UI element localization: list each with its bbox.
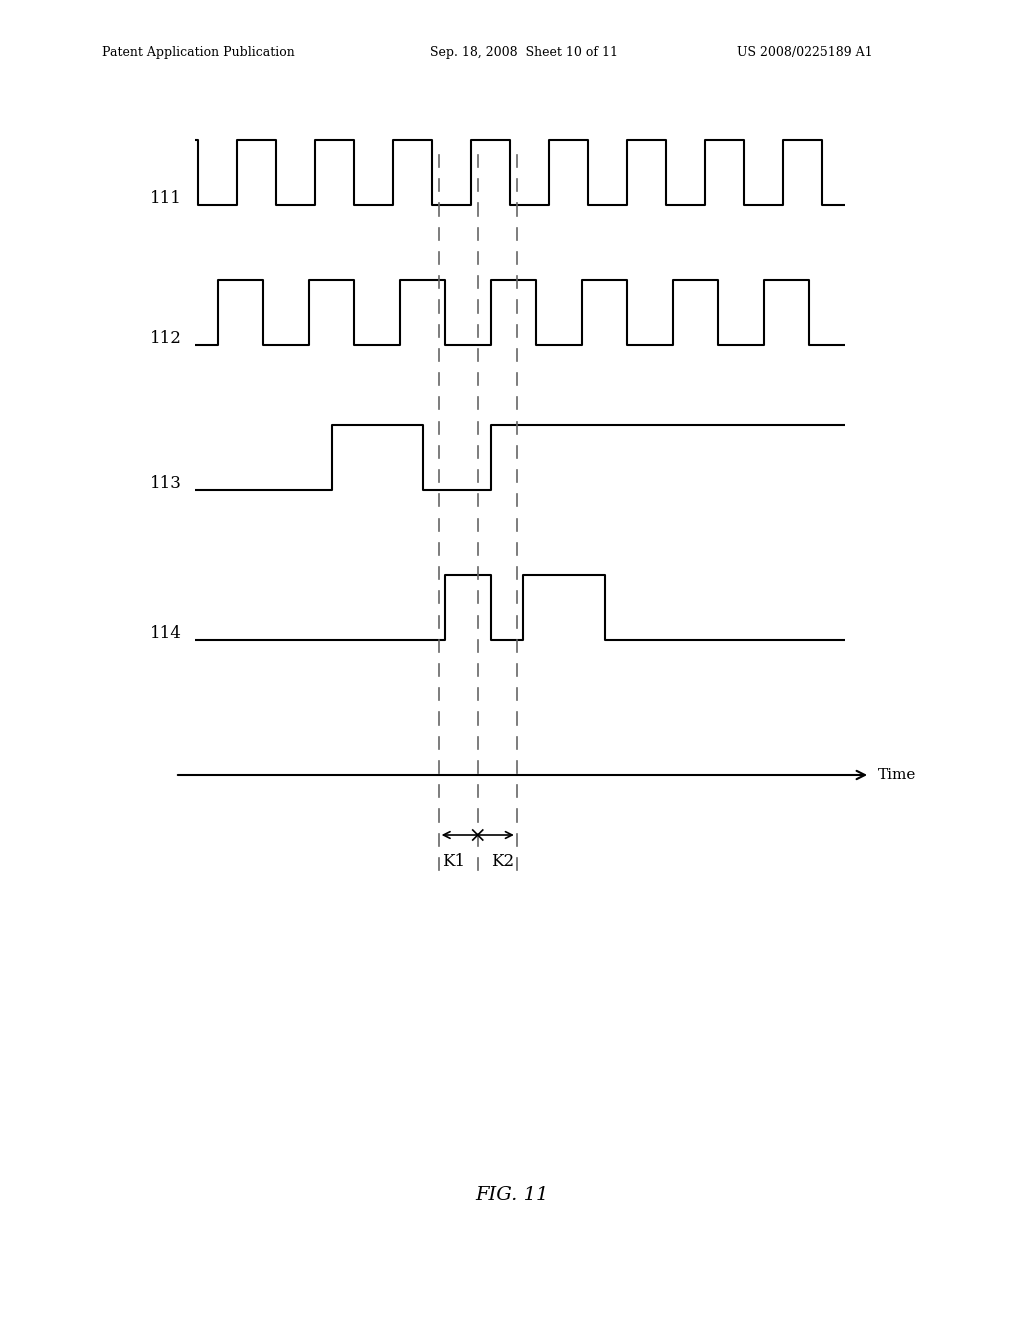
Text: K2: K2 [490,853,514,870]
Text: US 2008/0225189 A1: US 2008/0225189 A1 [737,46,872,59]
Text: 111: 111 [151,190,182,207]
Text: Time: Time [878,768,916,781]
Text: Patent Application Publication: Patent Application Publication [102,46,295,59]
Text: 113: 113 [151,475,182,492]
Text: K1: K1 [441,853,465,870]
Text: Sep. 18, 2008  Sheet 10 of 11: Sep. 18, 2008 Sheet 10 of 11 [430,46,618,59]
Text: FIG. 11: FIG. 11 [475,1185,549,1204]
Text: 112: 112 [151,330,182,347]
Text: 114: 114 [151,624,182,642]
